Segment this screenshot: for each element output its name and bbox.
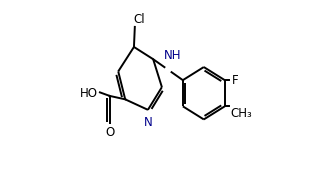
Text: Cl: Cl [133,13,145,26]
Text: N: N [143,116,152,129]
Text: O: O [105,126,114,139]
Text: NH: NH [164,49,181,62]
Text: HO: HO [80,87,98,100]
Text: F: F [232,74,238,87]
Text: CH₃: CH₃ [230,107,252,120]
